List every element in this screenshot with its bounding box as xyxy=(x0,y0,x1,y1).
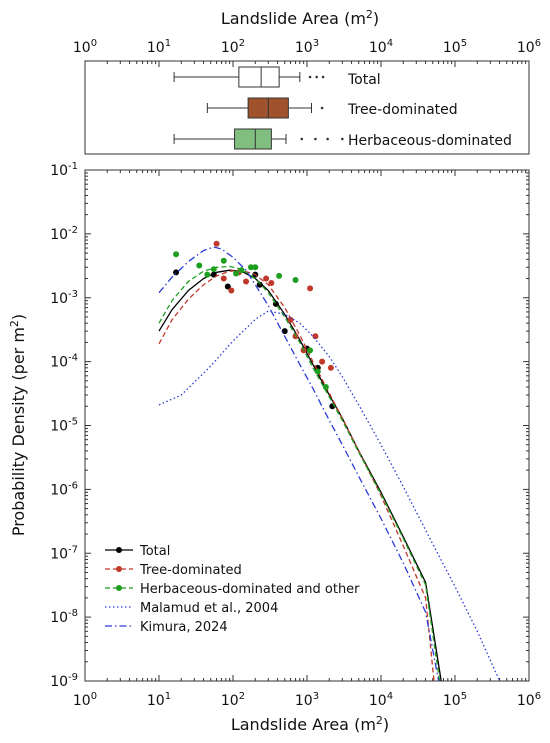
data-point xyxy=(247,264,254,271)
box-outlier xyxy=(320,106,324,110)
box-outlier xyxy=(326,137,329,141)
series-line xyxy=(158,269,442,681)
x-tick-label: 105 xyxy=(443,691,467,709)
legend-label: Kimura, 2024 xyxy=(140,620,228,635)
series-4 xyxy=(158,246,440,681)
box-outlier xyxy=(341,137,344,141)
series-line xyxy=(158,265,441,681)
box-outlier xyxy=(308,75,312,79)
y-axis-title: Probability Density (per m2) xyxy=(8,314,28,536)
y-tick-label: 10-5 xyxy=(50,417,78,435)
box-x-tick-label: 101 xyxy=(147,38,171,56)
box-iqr xyxy=(234,128,272,150)
x-tick-label: 102 xyxy=(221,691,245,709)
y-tick-label: 10-6 xyxy=(50,480,78,498)
y-tick-label: 10-4 xyxy=(50,353,78,371)
y-tick-label: 10-8 xyxy=(50,608,78,626)
legend-marker xyxy=(116,585,122,591)
box-x-tick-label: 103 xyxy=(295,38,319,56)
legend-label: Herbaceous-dominated and other xyxy=(140,582,360,597)
series-2 xyxy=(158,251,441,681)
legend-marker xyxy=(116,547,122,553)
box-label-total: Total xyxy=(347,72,381,88)
legend-item: Herbaceous-dominated and other xyxy=(105,582,360,597)
y-tick-label: 10-9 xyxy=(50,672,78,690)
data-point xyxy=(322,384,329,391)
data-point xyxy=(287,316,294,323)
data-point xyxy=(173,269,180,276)
data-point xyxy=(263,275,270,282)
series-line xyxy=(158,246,440,681)
data-point xyxy=(220,275,227,282)
box-2 xyxy=(173,128,344,150)
series-layer xyxy=(158,240,501,681)
data-point xyxy=(307,285,314,292)
series-line xyxy=(158,269,435,681)
data-point xyxy=(327,364,334,371)
box-1 xyxy=(206,97,324,119)
data-point xyxy=(281,328,288,335)
boxplot-x-ticks: 100 101 102 103 104 105 106 xyxy=(73,38,541,67)
box-outlier xyxy=(321,75,325,79)
legend-label: Malamud et al., 2004 xyxy=(140,601,278,616)
data-point xyxy=(233,270,240,277)
pdf-panel: 100 101 102 103 104 105 106 10-9 10-8 10-7 10-6 10-… xyxy=(8,161,541,734)
data-point xyxy=(319,358,326,365)
data-point xyxy=(228,287,235,294)
data-point xyxy=(204,271,211,278)
data-point xyxy=(292,276,299,283)
legend-item: Total xyxy=(105,544,170,559)
box-label-herbaceous: Herbaceous-dominated xyxy=(348,133,512,149)
data-point xyxy=(210,266,217,273)
data-point xyxy=(196,262,203,269)
data-point xyxy=(173,251,180,258)
box-0 xyxy=(173,66,325,88)
box-outlier xyxy=(300,137,304,141)
box-label-tree: Tree-dominated xyxy=(347,102,458,118)
boxplot-frame xyxy=(84,60,530,155)
x-tick-label: 103 xyxy=(295,691,319,709)
legend-label: Tree-dominated xyxy=(139,563,242,578)
x-tick-label: 106 xyxy=(517,691,541,709)
data-point xyxy=(314,368,321,375)
boxplot-x-axis-title: Landslide Area (m2) xyxy=(221,8,379,28)
box-x-tick-label: 102 xyxy=(221,38,245,56)
x-axis-title: Landslide Area (m2) xyxy=(231,714,389,734)
data-point xyxy=(238,267,245,274)
main-ticks: 100 101 102 103 104 105 106 10-9 10-8 10-7 10-6 10-… xyxy=(50,161,541,709)
legend-item: Kimura, 2024 xyxy=(105,620,228,635)
legend-item: Tree-dominated xyxy=(105,563,242,578)
data-point xyxy=(276,272,283,279)
data-point xyxy=(220,257,227,264)
box-iqr xyxy=(238,66,280,88)
data-point xyxy=(224,283,231,290)
y-tick-label: 10-3 xyxy=(50,289,78,307)
x-tick-label: 104 xyxy=(369,691,393,709)
data-point xyxy=(312,333,319,340)
box-outlier xyxy=(315,75,318,79)
data-point xyxy=(213,240,220,247)
legend-marker xyxy=(116,566,122,572)
box-x-tick-label: 105 xyxy=(443,38,467,56)
boxes xyxy=(173,66,344,150)
y-tick-label: 10-1 xyxy=(50,161,78,179)
boxplot-panel: Landslide Area (m2) 100 101 102 103 104 105 10… xyxy=(73,8,541,155)
data-point xyxy=(252,264,259,271)
y-tick-label: 10-2 xyxy=(50,225,78,243)
legend: Total Tree-dominated Herbaceous-dominated … xyxy=(105,544,360,635)
data-point xyxy=(307,347,314,354)
legend-label: Total xyxy=(139,544,170,559)
data-point xyxy=(256,281,263,288)
box-x-tick-label: 104 xyxy=(369,38,393,56)
data-point xyxy=(243,278,250,285)
legend-item: Malamud et al., 2004 xyxy=(105,601,278,616)
box-outlier xyxy=(314,137,317,141)
box-x-tick-label: 106 xyxy=(517,38,541,56)
y-tick-label: 10-7 xyxy=(50,544,78,562)
x-tick-label: 100 xyxy=(73,691,97,709)
data-point xyxy=(268,280,275,287)
box-x-tick-label: 100 xyxy=(73,38,97,56)
x-tick-label: 101 xyxy=(147,691,171,709)
